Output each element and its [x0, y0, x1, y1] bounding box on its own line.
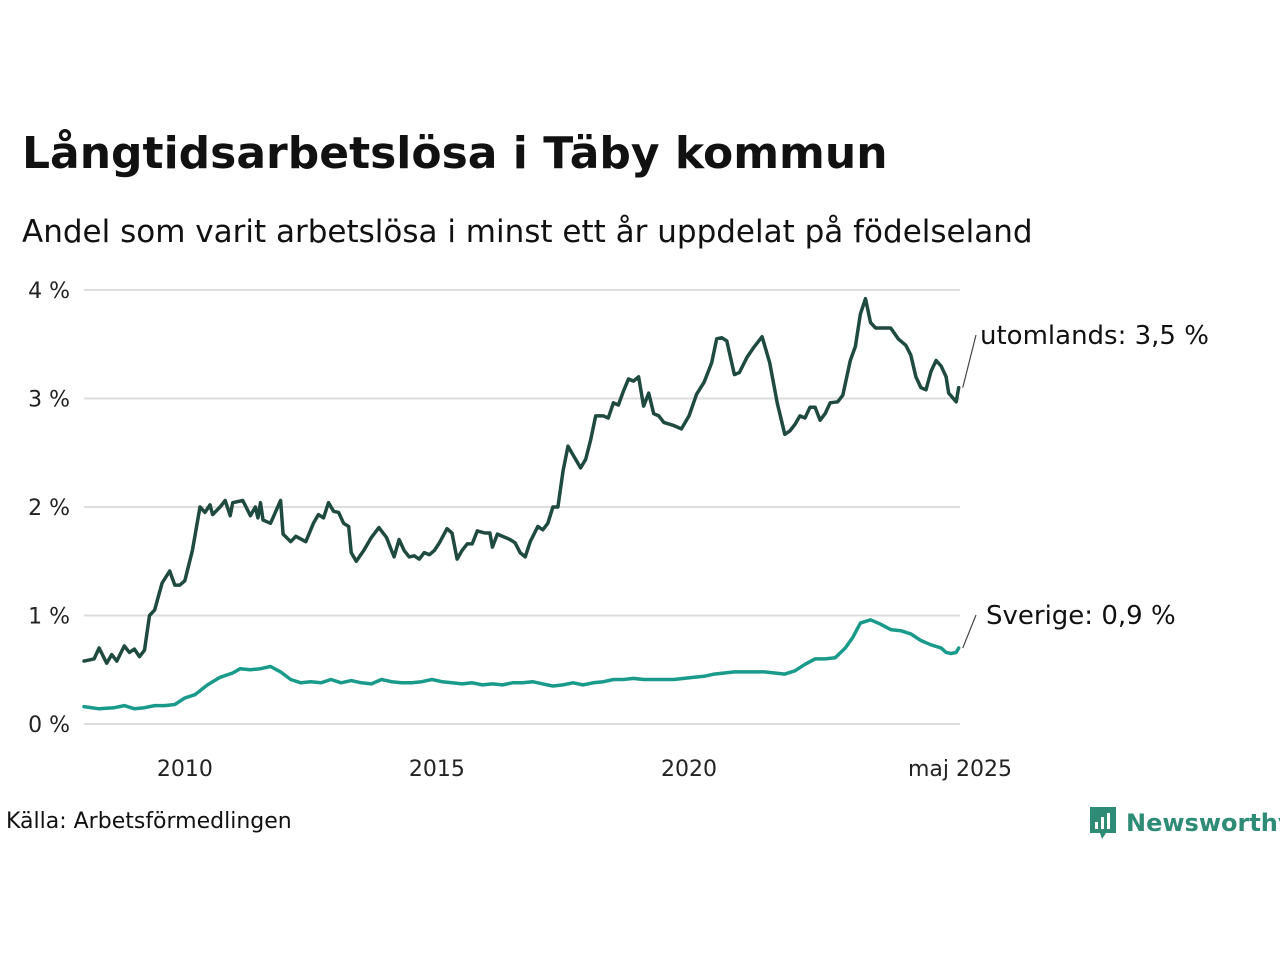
series-line-sverige — [82, 618, 961, 711]
end-labels: utomlands: 3,5 % Sverige: 0,9 % — [962, 321, 1209, 649]
end-label-connector — [962, 334, 977, 388]
logo-wordmark: Newsworthy — [1126, 809, 1280, 837]
end-label-utomlands: utomlands: 3,5 % — [980, 321, 1209, 351]
chart-title: Långtidsarbetslösa i Täby kommun — [22, 128, 888, 179]
newsworthy-logo: Newsworthy — [1088, 803, 1280, 843]
y-tick-label: 0 % — [28, 713, 70, 738]
end-label-sverige: Sverige: 0,9 % — [986, 601, 1176, 631]
chart-bubble-icon — [1090, 807, 1116, 839]
y-axis-ticks: 0 % 1 % 2 % 3 % 4 % — [28, 279, 70, 738]
y-tick-label: 3 % — [28, 388, 70, 413]
gridlines — [84, 289, 960, 725]
y-tick-label: 1 % — [28, 605, 70, 630]
x-tick-label: 2020 — [661, 757, 717, 782]
series-line-utomlands — [82, 296, 961, 665]
x-tick-label: 2010 — [157, 757, 213, 782]
chart-subtitle: Andel som varit arbetslösa i minst ett å… — [22, 214, 1033, 250]
x-tick-label: 2015 — [409, 757, 465, 782]
source-note: Källa: Arbetsförmedlingen — [6, 809, 292, 834]
series-lines — [82, 296, 961, 711]
x-tick-label: maj 2025 — [908, 757, 1012, 782]
x-axis-ticks: 2010 2015 2020 maj 2025 — [157, 757, 1012, 782]
end-label-connector — [962, 614, 977, 649]
y-tick-label: 4 % — [28, 279, 70, 304]
y-tick-label: 2 % — [28, 496, 70, 521]
